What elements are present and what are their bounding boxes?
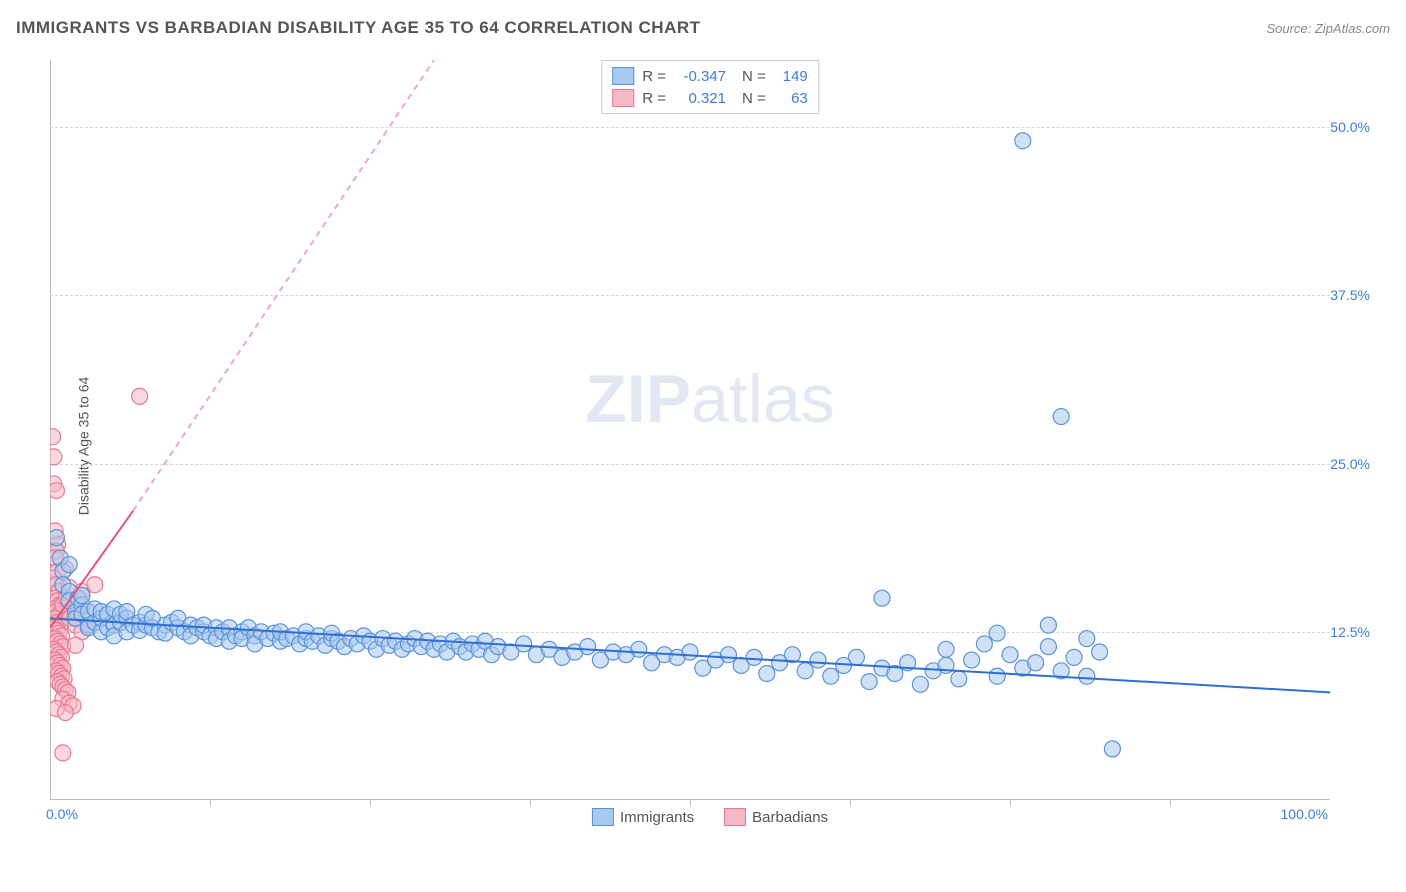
source-prefix: Source: (1266, 21, 1314, 36)
immigrants-point (1066, 649, 1082, 665)
immigrants-point (861, 674, 877, 690)
immigrants-point (1002, 647, 1018, 663)
immigrants-point (823, 668, 839, 684)
barbadians-point (50, 449, 62, 465)
immigrants-point (874, 590, 890, 606)
r-value-barbadians: 0.321 (674, 90, 726, 107)
immigrants-point (784, 647, 800, 663)
immigrants-point (951, 671, 967, 687)
chart-header: IMMIGRANTS VS BARBADIAN DISABILITY AGE 3… (16, 18, 1390, 38)
source-attribution: Source: ZipAtlas.com (1266, 21, 1390, 36)
scatter-layer (50, 60, 1370, 830)
immigrants-point (746, 649, 762, 665)
immigrants-point (1028, 655, 1044, 671)
immigrants-point (759, 666, 775, 682)
immigrants-point (1040, 617, 1056, 633)
chart-title: IMMIGRANTS VS BARBADIAN DISABILITY AGE 3… (16, 18, 701, 38)
barbadians-point (68, 637, 84, 653)
immigrants-point (580, 639, 596, 655)
immigrants-point (1015, 133, 1031, 149)
immigrants-point (682, 644, 698, 660)
barbadians-point (55, 745, 71, 761)
r-label: R = (642, 90, 666, 107)
r-value-immigrants: -0.347 (674, 68, 726, 85)
immigrants-point (1053, 663, 1069, 679)
immigrants-point (1104, 741, 1120, 757)
plot-area: ZIPatlas 12.5%25.0%37.5%50.0% 0.0% 100.0… (50, 60, 1370, 830)
immigrants-point (1040, 639, 1056, 655)
legend-row-barbadians: R = 0.321 N = 63 (612, 87, 808, 109)
r-label: R = (642, 68, 666, 85)
immigrants-point (912, 676, 928, 692)
n-value-immigrants: 149 (774, 68, 808, 85)
immigrants-point (938, 641, 954, 657)
immigrants-point (1053, 409, 1069, 425)
n-label: N = (742, 90, 766, 107)
barbadians-point (132, 388, 148, 404)
correlation-legend: R = -0.347 N = 149 R = 0.321 N = 63 (601, 60, 819, 114)
immigrants-point (74, 587, 90, 603)
barbadians-point (87, 577, 103, 593)
immigrants-point (516, 636, 532, 652)
barbadians-point (50, 429, 61, 445)
swatch-immigrants (612, 67, 634, 85)
immigrants-point (720, 647, 736, 663)
immigrants-point (1079, 668, 1095, 684)
immigrants-point (61, 557, 77, 573)
immigrants-point (50, 530, 64, 546)
immigrants-point (848, 649, 864, 665)
n-label: N = (742, 68, 766, 85)
immigrants-point (631, 641, 647, 657)
swatch-barbadians (612, 89, 634, 107)
immigrants-point (1092, 644, 1108, 660)
legend-row-immigrants: R = -0.347 N = 149 (612, 65, 808, 87)
immigrants-point (989, 668, 1005, 684)
immigrants-point (810, 652, 826, 668)
immigrants-point (976, 636, 992, 652)
immigrants-point (797, 663, 813, 679)
immigrants-point (964, 652, 980, 668)
barbadians-point (57, 705, 73, 721)
immigrants-point (938, 657, 954, 673)
immigrants-point (1079, 631, 1095, 647)
immigrants-point (887, 666, 903, 682)
immigrants-point (900, 655, 916, 671)
barbadians-point (50, 483, 64, 499)
n-value-barbadians: 63 (774, 90, 808, 107)
source-name: ZipAtlas.com (1315, 21, 1390, 36)
immigrants-point (989, 625, 1005, 641)
